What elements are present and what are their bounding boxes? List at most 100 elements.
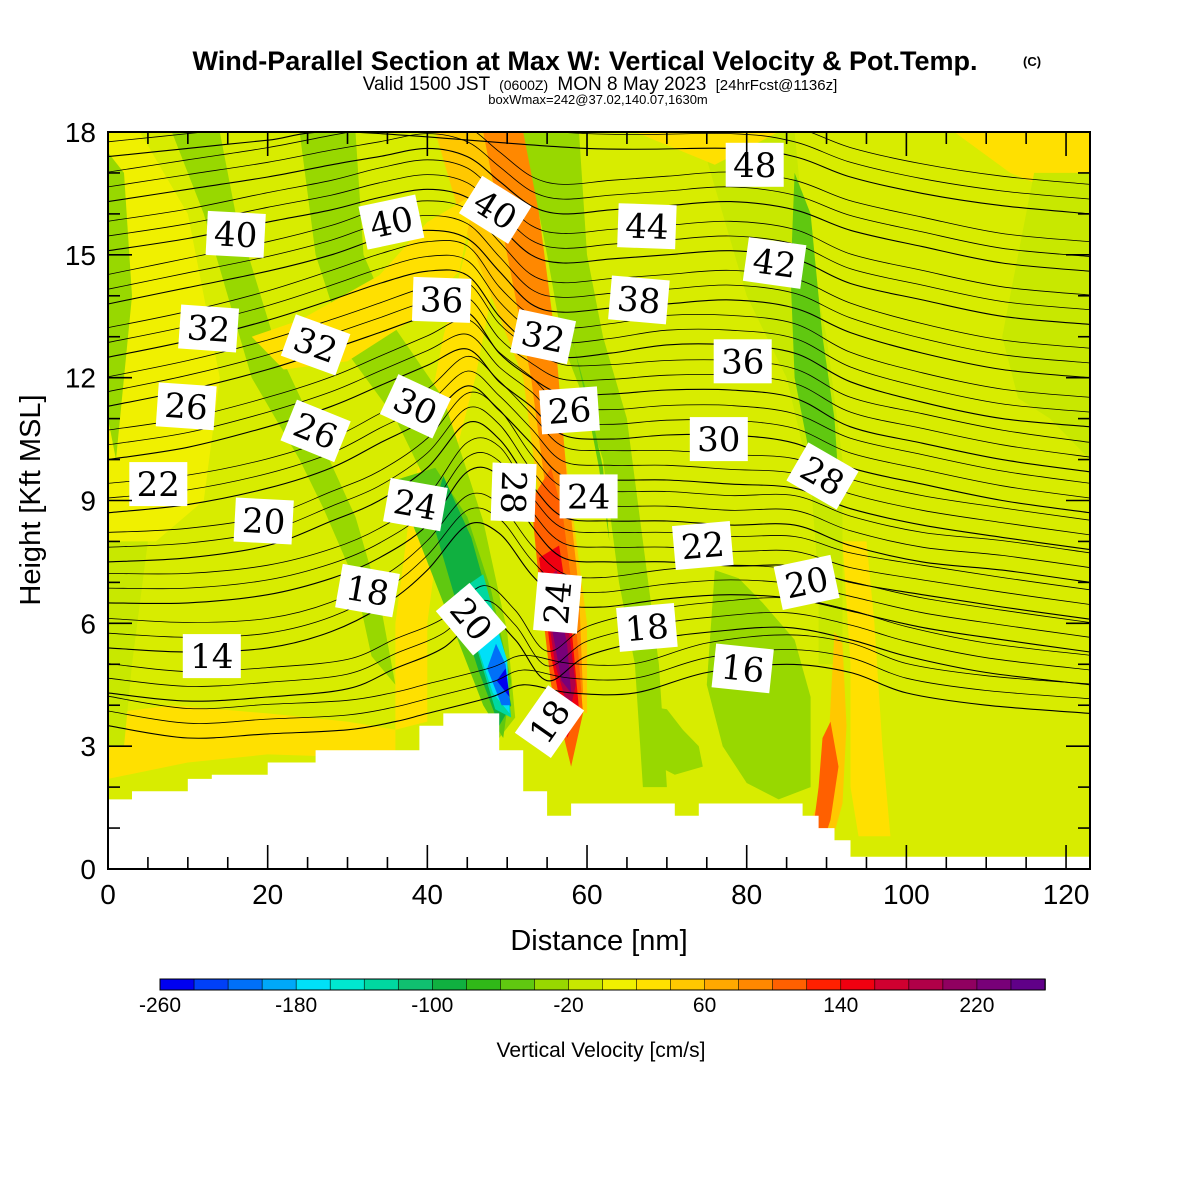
contour-label-box [711,643,774,694]
colorbar-swatch [466,978,502,991]
colorbar-swatch [942,978,978,991]
contour-label-text: 40 [366,199,417,247]
contour-label-box [786,442,859,510]
theta-contour-line [108,132,1090,200]
theta-contour-line [108,599,1090,687]
colorbar-tick-label: 220 [959,994,994,1017]
copyright-mark: (C) [1023,54,1041,69]
valid-time-prefix: Valid 1500 JST [363,74,491,95]
contour-label: 48 [725,142,784,187]
contour-label: 24 [383,477,448,532]
contour-label-box [411,276,472,323]
contour-label-box [490,462,537,523]
contour-label-box [725,142,784,187]
contour-label: 18 [335,563,400,618]
contour-label: 14 [182,634,241,679]
colorbar-swatch [908,978,944,991]
contour-label-box [129,462,188,507]
contour-label-box [358,194,425,250]
velocity-region [108,152,132,460]
contour-label: 20 [233,497,294,545]
theta-contour-line [108,452,1090,605]
contour-label-box [608,275,670,325]
theta-contour-line [108,421,1090,583]
velocity-region [108,132,220,542]
colorbar-frame [159,978,1046,991]
box-wmax-info: boxWmax=242@37.02,140.07,1630m [488,92,708,107]
contour-label-box [671,521,734,570]
colorbar-swatch [1010,978,1046,991]
contour-label-box [435,582,507,656]
colorbar-title: Vertical Velocity [cm/s] [497,1039,706,1062]
theta-contour-line [108,215,1090,364]
colorbar-tick-label: 140 [823,994,858,1017]
contour-label-text: 44 [625,206,670,247]
theta-contour-line [108,133,1090,257]
contour-label-text: 14 [190,637,233,677]
theta-contour-line [108,466,1090,620]
contour-label-text: 24 [567,477,610,517]
theta-contour-line [108,634,1090,710]
contour-label: 26 [539,386,600,435]
contour-label: 38 [608,275,670,325]
colorbar-swatch [704,978,740,991]
velocity-region [1002,172,1090,460]
theta-contour-line [108,200,1090,349]
contour-label: 30 [689,417,748,462]
contour-label-text: 26 [547,390,593,433]
contour-label-text: 32 [518,314,569,362]
theta-contour-line [108,437,1090,591]
contour-label-box [742,237,807,289]
contour-label: 22 [129,462,188,507]
contour-label-text: 38 [616,279,663,323]
theta-contour-line [108,159,1090,296]
contour-label-box [178,304,240,353]
y-axis-title: Height [Kft MSL] [15,394,47,605]
theta-contour-line [108,649,1090,724]
contour-label-text: 22 [680,525,727,569]
contour-label-text: 40 [213,214,258,256]
x-tick-label: 40 [412,879,443,910]
contour-label-text: 24 [537,580,581,627]
colorbar-swatch [636,978,672,991]
colorbar-swatch [976,978,1012,991]
contour-label-box [280,399,351,463]
x-tick-label: 100 [883,879,930,910]
valid-time-line: Valid 1500 JST (0600Z) MON 8 May 2023 [2… [363,74,838,95]
theta-contour-line [108,370,1090,536]
colorbar-swatch [159,978,195,991]
contour-label-box [182,634,241,679]
contour-label-text: 30 [697,420,740,460]
contour-label-box [514,685,585,758]
contour-label-text: 22 [137,465,180,505]
contour-label-box [617,203,677,250]
terrain-mask [108,713,1090,869]
forecast-info: [24hrFcst@1136z] [716,77,838,94]
theta-contour-line [108,663,1090,739]
x-tick-label: 20 [252,879,283,910]
theta-contour-line [108,174,1090,311]
velocity-region [171,132,396,685]
contour-label-box [205,210,266,258]
contour-label: 32 [510,309,577,365]
theta-contour-line [108,391,1090,554]
x-tick-label: 60 [571,879,602,910]
chart-title-block: Wind-Parallel Section at Max W: Vertical… [193,46,1042,107]
contour-label: 24 [559,474,618,519]
contour-label-box [533,572,582,634]
colorbar-swatch [363,978,400,991]
contour-label-text: 42 [750,241,798,287]
colorbar-swatch [432,978,468,991]
x-tick-label: 80 [731,879,762,910]
contour-label-box [233,497,294,545]
contour-label-text: 48 [733,146,776,186]
velocity-region [842,541,891,837]
theta-contour-line [809,132,1090,185]
contour-label-box [713,339,772,384]
theta-contour-line [108,614,1090,702]
y-tick-label: 3 [80,731,96,762]
theta-contour-line [108,406,1090,568]
contour-label-box [379,374,451,439]
theta-contour-line [108,147,1090,272]
